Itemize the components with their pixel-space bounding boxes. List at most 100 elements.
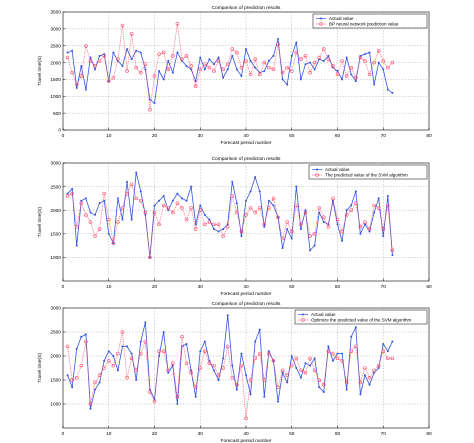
data-point <box>139 51 142 54</box>
data-point <box>148 255 152 260</box>
data-point <box>303 210 308 215</box>
data-point <box>198 366 203 370</box>
data-point <box>386 65 390 70</box>
y-axis-label: Travel time(S) <box>37 207 43 237</box>
data-point <box>299 78 302 81</box>
data-point <box>341 78 344 81</box>
data-point <box>258 328 261 331</box>
data-point <box>212 363 216 368</box>
data-point <box>121 64 124 67</box>
data-point <box>102 191 106 196</box>
data-point <box>180 57 184 61</box>
data-point <box>157 349 161 353</box>
data-point <box>203 62 207 67</box>
data-point <box>391 91 394 94</box>
data-point <box>308 356 312 361</box>
data-point <box>289 229 294 234</box>
data-point <box>138 70 143 75</box>
data-point <box>373 211 376 214</box>
data-point <box>84 213 88 217</box>
legend-label: The predicted value of the SVM algorithm <box>325 173 408 178</box>
data-point <box>317 55 321 60</box>
data-point <box>171 361 175 365</box>
data-point <box>176 192 179 195</box>
data-point <box>313 244 316 247</box>
data-point <box>295 41 298 44</box>
x-tick-label: 30 <box>198 431 204 437</box>
data-point <box>249 190 252 193</box>
data-point <box>239 229 244 234</box>
data-point <box>363 53 366 56</box>
data-point <box>289 69 294 73</box>
data-point <box>235 202 238 205</box>
data-point <box>208 218 211 221</box>
data-point <box>358 55 363 60</box>
y-tick-label: 1000 <box>50 255 61 261</box>
data-point <box>208 58 211 61</box>
data-point <box>263 395 266 398</box>
data-point <box>212 369 215 372</box>
data-point <box>111 363 116 368</box>
data-point <box>262 60 267 65</box>
data-point <box>231 54 234 57</box>
data-point <box>331 64 335 68</box>
data-point <box>304 209 307 212</box>
data-point <box>207 220 212 224</box>
data-point <box>340 359 344 363</box>
data-point <box>189 206 193 210</box>
x-tick-label: 20 <box>152 284 158 290</box>
data-point <box>354 80 357 83</box>
data-point <box>363 366 367 370</box>
data-point <box>308 70 312 75</box>
data-point <box>390 356 395 361</box>
data-point <box>349 208 354 212</box>
data-point <box>70 378 74 382</box>
data-point <box>143 210 148 215</box>
y-tick-label: 2000 <box>50 208 61 214</box>
data-point <box>161 203 166 208</box>
data-point <box>66 51 69 54</box>
data-point <box>88 220 93 224</box>
data-point <box>281 78 284 81</box>
y-tick-label: 1500 <box>50 232 61 238</box>
y-axis-label: Travel time(S) <box>37 353 43 383</box>
data-point <box>253 356 257 361</box>
data-point <box>126 180 129 183</box>
data-point <box>193 84 198 88</box>
data-point <box>368 51 371 54</box>
data-point <box>271 67 276 72</box>
data-point <box>240 352 243 355</box>
data-point <box>381 349 386 353</box>
data-point <box>152 399 157 404</box>
data-point <box>299 368 303 373</box>
data-point <box>98 54 101 57</box>
data-point <box>245 199 247 202</box>
data-point <box>350 73 353 76</box>
data-point <box>125 375 129 380</box>
data-point <box>176 51 179 54</box>
data-point <box>263 225 266 228</box>
data-point <box>66 374 69 377</box>
data-point <box>322 221 325 223</box>
data-point <box>157 52 161 56</box>
legend-box <box>312 13 428 29</box>
x-tick-label: 0 <box>62 431 65 437</box>
data-point <box>84 339 88 344</box>
data-point <box>212 69 216 73</box>
data-point <box>185 199 188 202</box>
data-point <box>94 68 97 71</box>
data-point <box>116 57 120 61</box>
data-point <box>391 254 394 257</box>
legend-box <box>294 309 428 325</box>
data-point <box>254 66 257 69</box>
data-point <box>308 234 312 238</box>
data-point <box>226 314 229 317</box>
data-point <box>217 56 220 59</box>
data-point <box>207 65 212 70</box>
data-point <box>80 335 83 338</box>
data-point <box>377 197 380 200</box>
data-point <box>267 199 270 202</box>
data-point <box>249 393 252 396</box>
data-point <box>148 390 152 394</box>
y-tick-label: 2500 <box>50 330 61 336</box>
